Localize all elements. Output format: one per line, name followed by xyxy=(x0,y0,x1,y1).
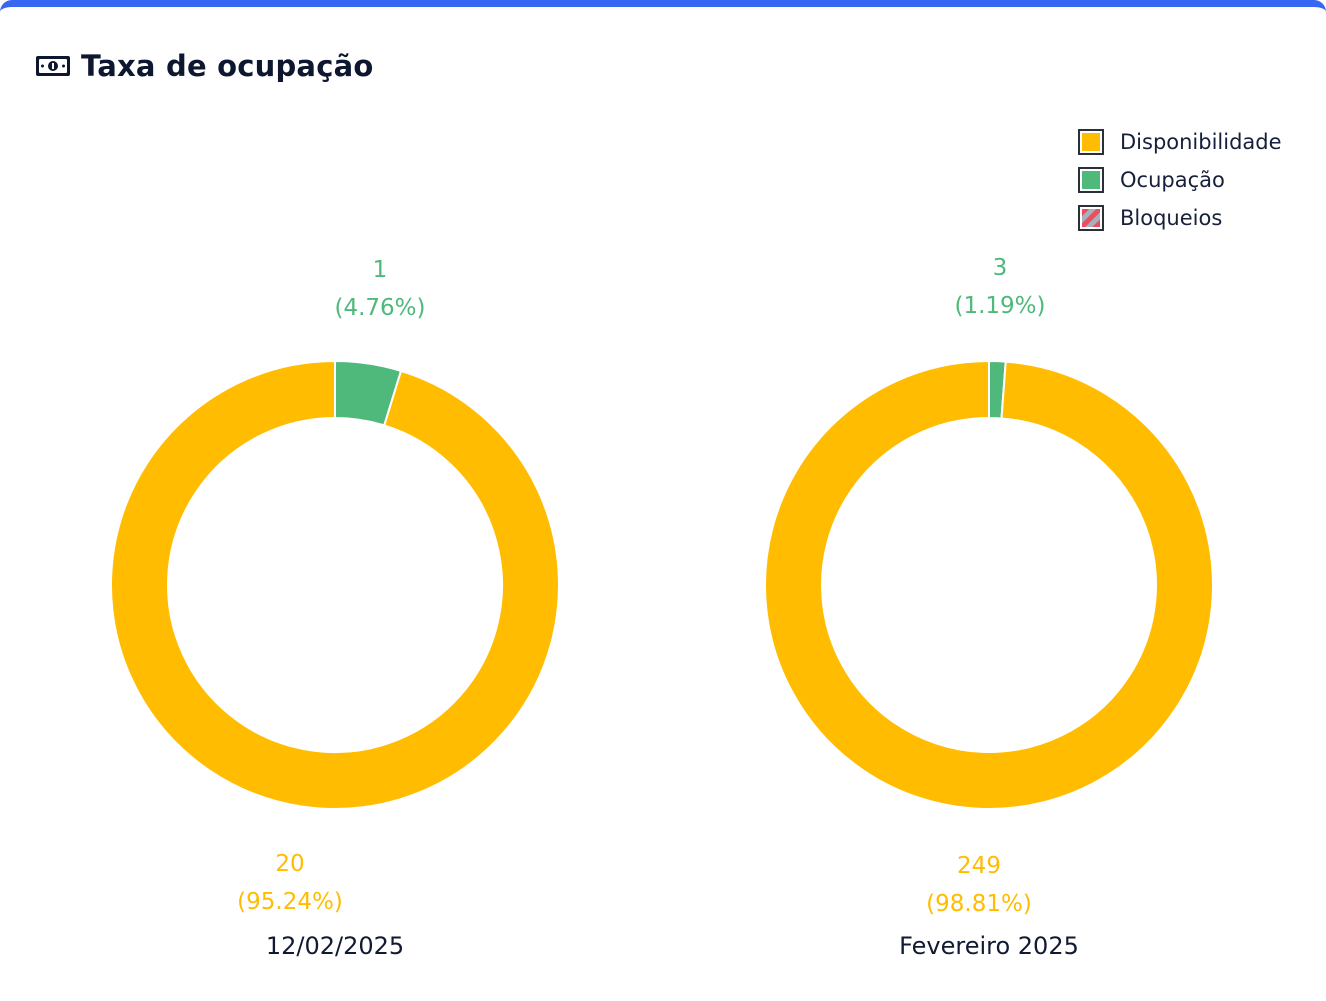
slice-value-label: 20 xyxy=(275,851,304,877)
chart-caption: Fevereiro 2025 xyxy=(899,932,1079,960)
legend-label: Ocupação xyxy=(1120,168,1225,192)
donut-chart-2: 3 (1.19%) 249 (98.81%) Fevereiro 2025 xyxy=(764,255,1215,960)
chart-caption: 12/02/2025 xyxy=(266,932,404,960)
legend-swatch-bloqueios xyxy=(1078,205,1104,231)
slice-percent-label: (4.76%) xyxy=(334,295,425,321)
donut-slice-disponibilidade[interactable] xyxy=(110,359,560,810)
slice-percent-label: (95.24%) xyxy=(237,889,343,915)
slice-value-label: 3 xyxy=(993,255,1008,281)
slice-value-label: 1 xyxy=(373,257,388,283)
money-bill-icon xyxy=(35,53,71,79)
legend-item-bloqueios[interactable]: Bloqueios xyxy=(1078,199,1282,237)
donut-charts: 1 (4.76%) 20 (95.24%) 12/02/2025 3 (1.19%) 249 (… xyxy=(110,255,1215,960)
slice-percent-label: (1.19%) xyxy=(954,293,1045,319)
slice-value-label: 249 xyxy=(957,853,1001,879)
page-title: Taxa de ocupação xyxy=(81,49,374,83)
card-header: Taxa de ocupação xyxy=(35,49,373,83)
legend-swatch-ocupacao xyxy=(1078,167,1104,193)
chart-legend: Disponibilidade Ocupação Bloqueios xyxy=(1078,123,1282,237)
donut-chart-1: 1 (4.76%) 20 (95.24%) 12/02/2025 xyxy=(110,257,560,960)
legend-item-ocupacao[interactable]: Ocupação xyxy=(1078,161,1282,199)
legend-swatch-disponibilidade xyxy=(1078,129,1104,155)
legend-label: Disponibilidade xyxy=(1120,130,1282,154)
donut-slice-disponibilidade[interactable] xyxy=(764,359,1215,810)
legend-item-disponibilidade[interactable]: Disponibilidade xyxy=(1078,123,1282,161)
legend-label: Bloqueios xyxy=(1120,206,1223,230)
slice-percent-label: (98.81%) xyxy=(926,891,1032,917)
